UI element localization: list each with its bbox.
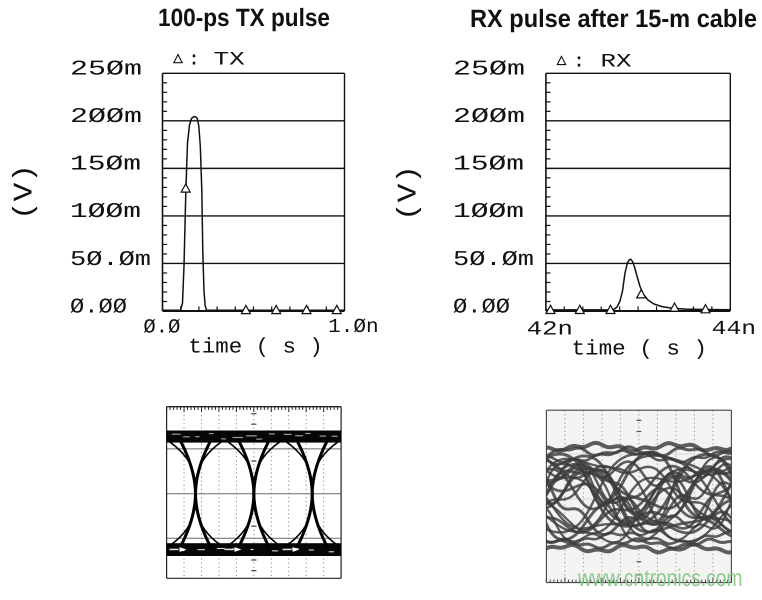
- svg-text:1ØØm: 1ØØm: [453, 201, 524, 224]
- svg-text:100-ps TX pulse: 100-ps TX pulse: [158, 4, 330, 32]
- svg-text:1ØØm: 1ØØm: [70, 201, 141, 224]
- svg-text:time ( s ): time ( s ): [572, 339, 708, 362]
- svg-text:5Ø.Øm: 5Ø.Øm: [70, 249, 151, 272]
- svg-text:(V): (V): [11, 164, 41, 220]
- svg-text:15Øm: 15Øm: [70, 154, 141, 177]
- svg-text:RX pulse after 15-m cable: RX pulse after 15-m cable: [470, 5, 757, 33]
- svg-text:1.Øn: 1.Øn: [328, 316, 379, 339]
- svg-text:15Øm: 15Øm: [453, 154, 524, 177]
- svg-text:Ø.Ø: Ø.Ø: [143, 316, 180, 339]
- svg-text:TX: TX: [214, 49, 246, 71]
- svg-text:2ØØm: 2ØØm: [70, 106, 142, 129]
- svg-text:www.cntronics.com: www.cntronics.com: [577, 565, 742, 592]
- svg-text:25Øm: 25Øm: [453, 59, 525, 82]
- svg-text:Ø.ØØ: Ø.ØØ: [453, 296, 510, 319]
- svg-text:5Ø.Øm: 5Ø.Øm: [453, 249, 534, 272]
- svg-text:44n: 44n: [712, 318, 756, 341]
- svg-text:(V): (V): [395, 165, 425, 221]
- svg-text:42n: 42n: [527, 319, 573, 342]
- svg-text::: :: [573, 51, 586, 73]
- svg-text:time ( s ): time ( s ): [188, 337, 322, 360]
- svg-text:25Øm: 25Øm: [70, 59, 142, 82]
- svg-text::: :: [188, 49, 201, 71]
- svg-text:2ØØm: 2ØØm: [453, 106, 525, 129]
- svg-text:Ø.ØØ: Ø.ØØ: [70, 296, 127, 319]
- svg-text:RX: RX: [601, 51, 633, 73]
